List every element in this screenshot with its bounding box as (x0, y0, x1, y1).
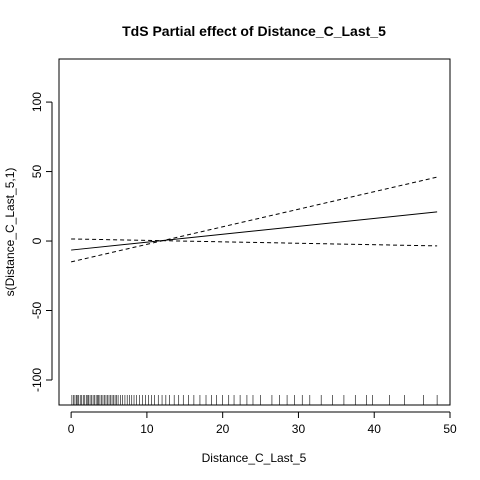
rug-layer (71, 395, 438, 405)
y-tick-label: -100 (30, 368, 44, 392)
x-tick-label: 10 (140, 422, 154, 436)
x-tick-label: 20 (216, 422, 230, 436)
y-axis-label: s(Distance_C_Last_5,1) (3, 168, 17, 297)
y-tick-label: -50 (30, 302, 44, 320)
x-tick-label: 30 (292, 422, 306, 436)
x-tick-label: 0 (68, 422, 75, 436)
fitted-effect-line (71, 211, 438, 251)
y-tick-label: 0 (30, 237, 44, 244)
y-tick-label: 50 (30, 165, 44, 179)
x-axis: 0 10 20 30 40 50 (68, 411, 457, 436)
x-axis-label: Distance_C_Last_5 (202, 451, 307, 465)
y-axis: -100 -50 0 50 100 (30, 92, 53, 392)
plot-frame (58, 58, 451, 406)
x-tick-label: 40 (368, 422, 382, 436)
confidence-band-line-2 (71, 238, 438, 247)
x-tick-label: 50 (443, 422, 457, 436)
confidence-band-line-1 (71, 176, 438, 263)
chart-title: TdS Partial effect of Distance_C_Last_5 (122, 23, 386, 39)
y-tick-label: 100 (30, 92, 44, 112)
series-layer (71, 176, 438, 263)
